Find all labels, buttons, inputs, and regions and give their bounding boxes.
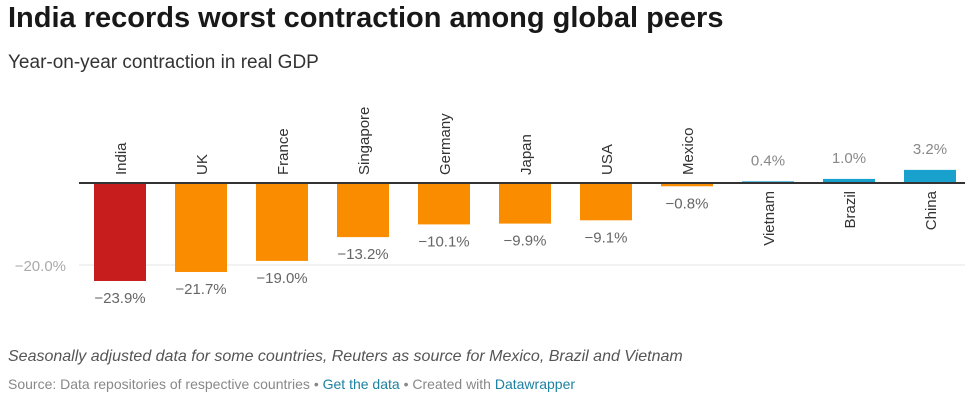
source-text: Source: Data repositories of respective … <box>8 376 310 392</box>
category-label: Brazil <box>842 191 859 229</box>
bar-uk <box>175 183 227 272</box>
bar-chart: −20.0% −23.9% India −21.7% UK −19.0% France −13… <box>15 107 965 307</box>
value-label: −9.9% <box>504 233 547 250</box>
category-label: Japan <box>518 134 535 175</box>
value-label: −21.7% <box>175 281 226 298</box>
get-data-link[interactable]: Get the data <box>322 376 400 392</box>
chart-notes: Seasonally adjusted data for some countr… <box>8 348 683 365</box>
chart-footer: Source: Data repositories of respective … <box>8 376 575 392</box>
bar-germany <box>418 183 470 225</box>
datawrapper-link[interactable]: Datawrapper <box>494 376 576 392</box>
value-label: −10.1% <box>418 233 469 250</box>
category-label: Mexico <box>680 127 697 175</box>
bar-usa <box>580 183 632 221</box>
value-label: −19.0% <box>256 270 307 287</box>
value-label: 1.0% <box>832 150 866 167</box>
value-label: −13.2% <box>337 246 388 263</box>
category-label: China <box>923 190 940 230</box>
category-label: France <box>275 128 292 175</box>
category-label: USA <box>599 144 616 175</box>
chart-subtitle: Year-on-year contraction in real GDP <box>8 52 319 73</box>
bar-brazil <box>823 178 875 183</box>
category-label: Germany <box>437 113 454 175</box>
value-label: −0.8% <box>666 195 709 212</box>
category-label: Vietnam <box>761 191 778 246</box>
bar-france <box>256 183 308 261</box>
created-with-text: • Created with <box>399 376 495 392</box>
separator: • <box>309 376 323 392</box>
value-label: −23.9% <box>94 290 145 307</box>
value-label: 0.4% <box>751 152 785 169</box>
value-label: 3.2% <box>913 141 947 158</box>
category-label: UK <box>194 154 211 175</box>
bar-china <box>904 169 956 183</box>
category-label: Singapore <box>356 107 373 175</box>
category-label: India <box>113 142 130 175</box>
bar-japan <box>499 183 551 224</box>
bar-mexico <box>661 183 713 187</box>
y-tick-label: −20.0% <box>15 258 66 275</box>
bar-india <box>94 183 146 281</box>
value-label: −9.1% <box>585 229 628 246</box>
chart-title: India records worst contraction among gl… <box>8 2 724 34</box>
bar-singapore <box>337 183 389 238</box>
